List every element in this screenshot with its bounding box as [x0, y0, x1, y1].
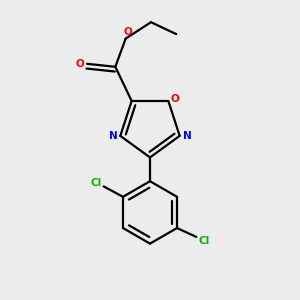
Text: O: O: [170, 94, 179, 104]
Text: Cl: Cl: [91, 178, 102, 188]
Text: O: O: [75, 59, 84, 69]
Text: N: N: [109, 131, 117, 141]
Text: Cl: Cl: [198, 236, 209, 245]
Text: N: N: [183, 131, 191, 141]
Text: O: O: [124, 27, 133, 37]
